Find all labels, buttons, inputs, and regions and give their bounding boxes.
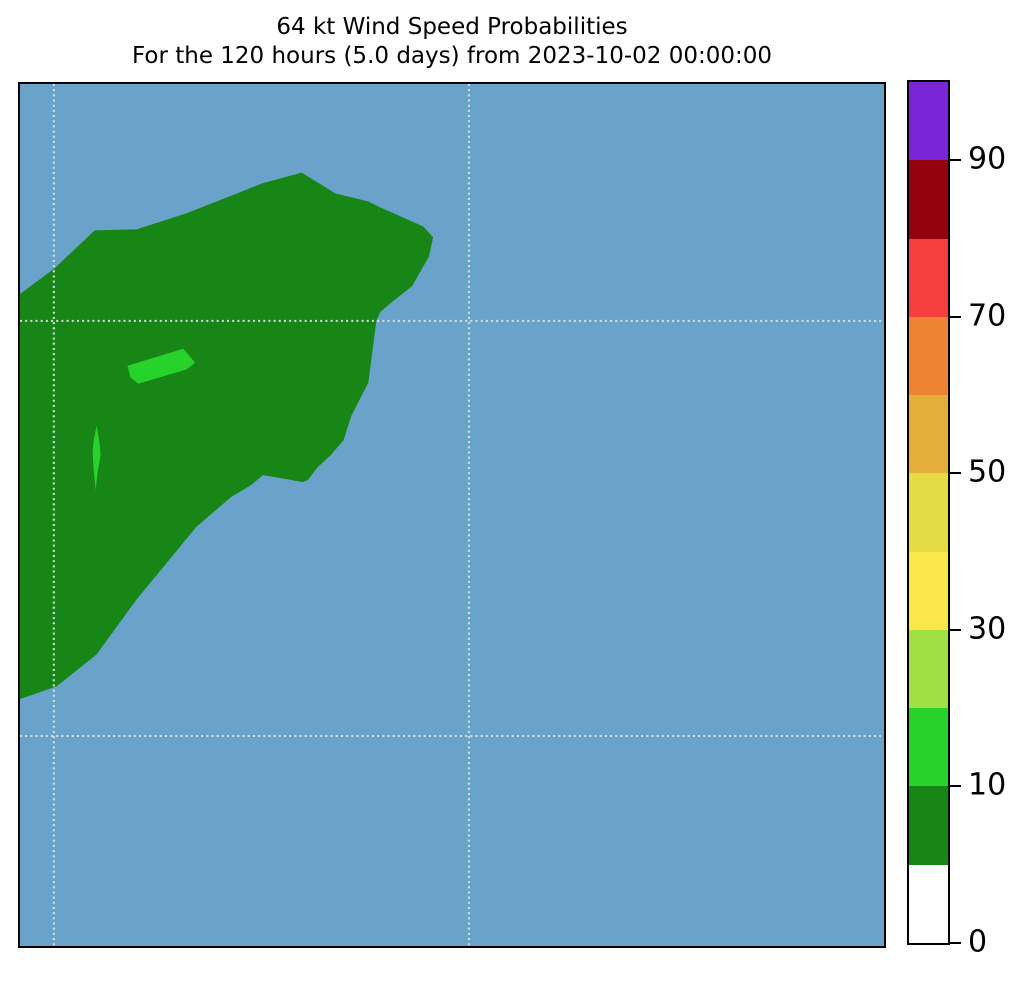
colorbar-tick — [950, 315, 961, 318]
wind-prob-10-20-sliver — [92, 425, 101, 491]
wind-prob-10-20-patch — [127, 348, 196, 384]
colorbar-segment — [909, 864, 948, 943]
colorbar-tick — [950, 628, 961, 631]
colorbar — [907, 80, 950, 945]
wind-prob-5-10-region — [20, 172, 434, 700]
colorbar-tick-label: 90 — [968, 141, 1007, 177]
colorbar-segment — [909, 473, 948, 552]
colorbar-segment — [909, 160, 948, 239]
colorbar-segment — [909, 708, 948, 787]
map-plot-area — [18, 82, 886, 948]
probability-contour-map — [20, 84, 884, 946]
colorbar-tick-label: 50 — [968, 454, 1007, 490]
colorbar-tick — [950, 785, 961, 788]
colorbar-tick-label: 30 — [968, 611, 1007, 647]
colorbar-tick-label: 10 — [968, 767, 1007, 803]
chart-title: 64 kt Wind Speed Probabilities For the 1… — [18, 13, 886, 71]
colorbar-segment — [909, 395, 948, 474]
colorbar-segment — [909, 629, 948, 709]
colorbar-tick — [950, 472, 961, 475]
colorbar-tick — [950, 159, 961, 162]
colorbar-segment — [909, 82, 948, 161]
colorbar-segment — [909, 551, 948, 630]
colorbar-segment — [909, 786, 948, 865]
colorbar-segment — [909, 316, 948, 396]
chart-title-line2: For the 120 hours (5.0 days) from 2023-1… — [131, 43, 773, 69]
colorbar-segment — [909, 238, 948, 317]
colorbar-tick-label: 0 — [968, 924, 988, 960]
colorbar-tick-label: 70 — [968, 298, 1007, 334]
colorbar-tick — [950, 942, 961, 944]
chart-title-line1: 64 kt Wind Speed Probabilities — [276, 14, 628, 40]
